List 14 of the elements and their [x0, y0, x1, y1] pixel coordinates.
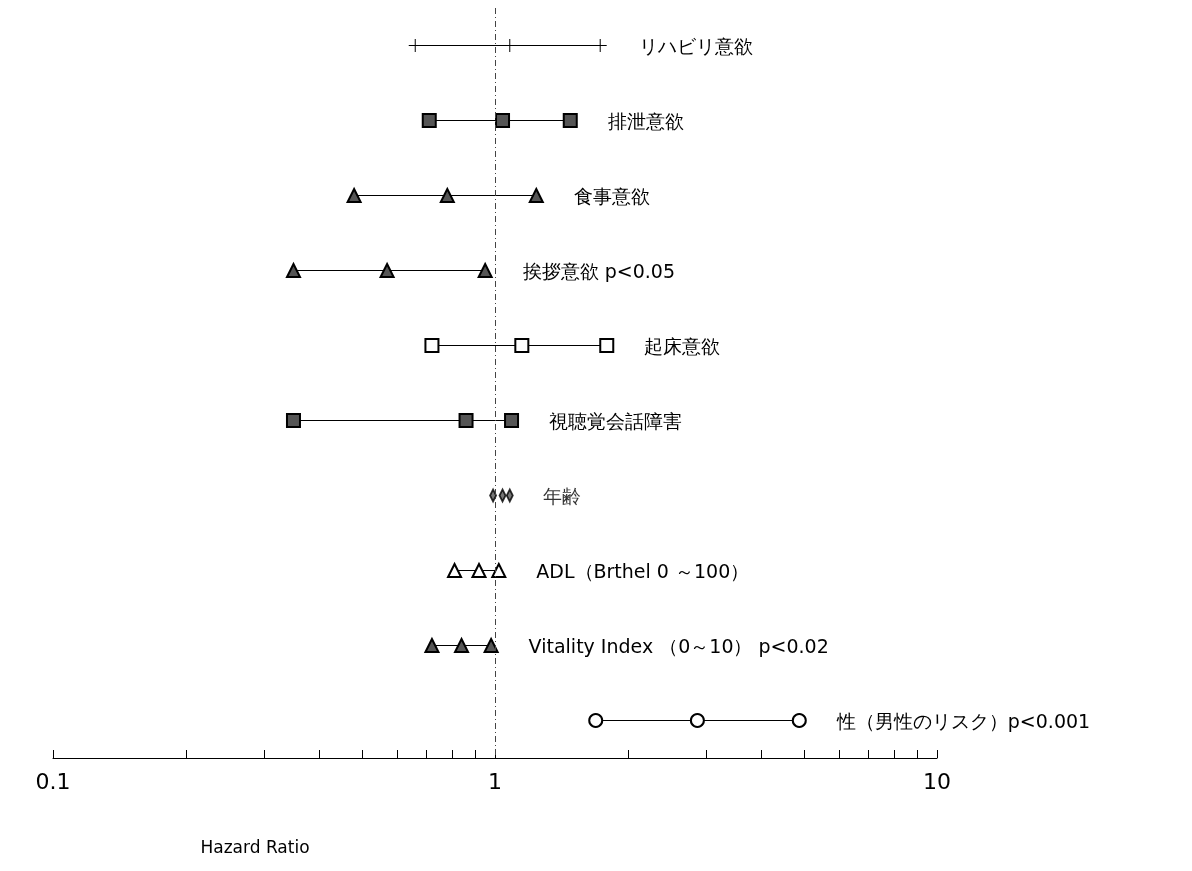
x-tick-label: 0.1 [35, 768, 71, 794]
x-axis-title: Hazard Ratio [200, 836, 310, 857]
y-tick-label: 排泄意欲 [607, 109, 684, 132]
y-tick-label: 食事意欲 [573, 184, 650, 207]
y-tick-label: 年齢 [543, 484, 582, 507]
y-tick-label: 視聴覚会話障害 [549, 409, 683, 432]
y-tick-label: 挨拶意欲 p<0.05 [522, 259, 675, 282]
y-tick-label: Vitality Index （0～10） p<0.02 [528, 634, 829, 657]
y-tick-label: 性（男性のリスク）p<0.001 [835, 709, 1091, 732]
x-tick-label: 1 [488, 768, 502, 794]
x-tick-label: 10 [923, 768, 951, 794]
y-tick-label: リハビリ意欲 [639, 34, 754, 57]
y-tick-label: ADL（Brthel 0 ～100） [536, 559, 750, 582]
y-tick-label: 起床意欲 [644, 334, 721, 357]
